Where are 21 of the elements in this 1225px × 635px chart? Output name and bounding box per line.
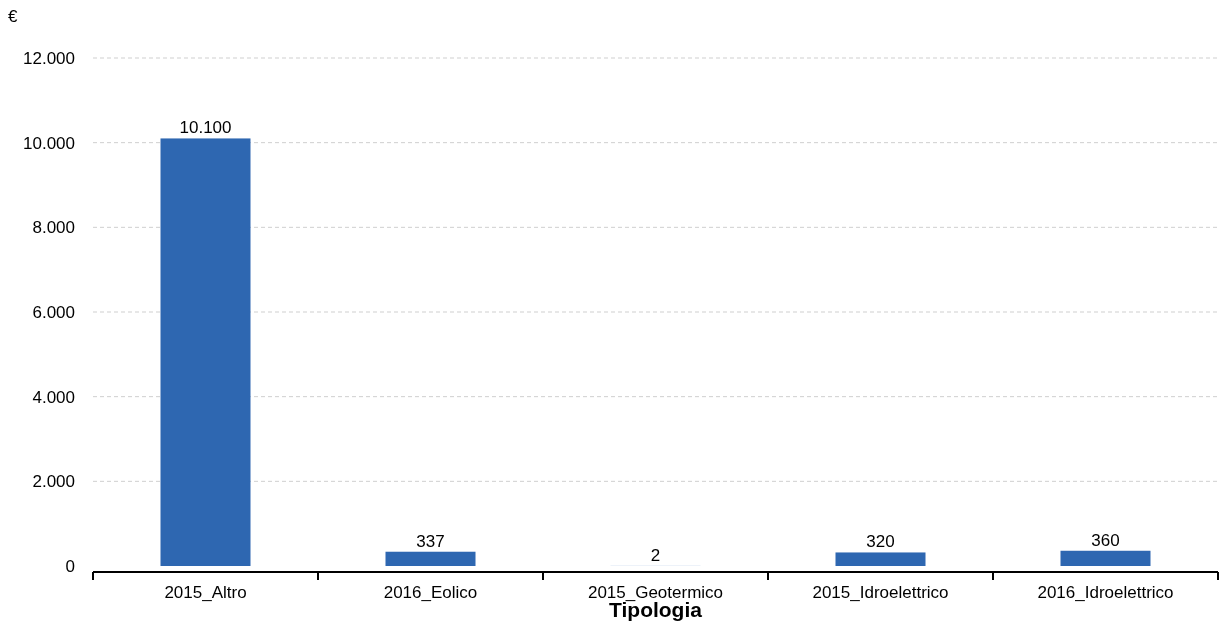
y-tick-label: 2.000 <box>32 472 75 492</box>
data-label: 320 <box>866 532 895 552</box>
data-label: 337 <box>416 531 445 551</box>
bar <box>1060 550 1151 566</box>
y-axis-title: € <box>8 7 18 26</box>
y-tick-label: 12.000 <box>23 48 75 68</box>
y-tick-label: 8.000 <box>32 218 75 238</box>
x-tick-label: 2016_Idroelettrico <box>1037 583 1174 602</box>
x-tick-label: 2015_Idroelettrico <box>812 583 949 602</box>
y-tick-label: 10.000 <box>23 133 75 153</box>
y-tick-label: 6.000 <box>32 302 75 322</box>
bar <box>835 552 926 566</box>
y-tick-label: 0 <box>65 556 75 576</box>
x-tick-label: 2016_Eolico <box>383 583 478 602</box>
y-tick-label: 4.000 <box>32 387 75 407</box>
bar <box>385 551 476 566</box>
x-tick-label: 2015_Altro <box>164 583 247 602</box>
bar <box>160 138 251 566</box>
data-label: 10.100 <box>179 118 232 138</box>
data-label: 2 <box>650 545 661 565</box>
data-label: 360 <box>1091 530 1120 550</box>
